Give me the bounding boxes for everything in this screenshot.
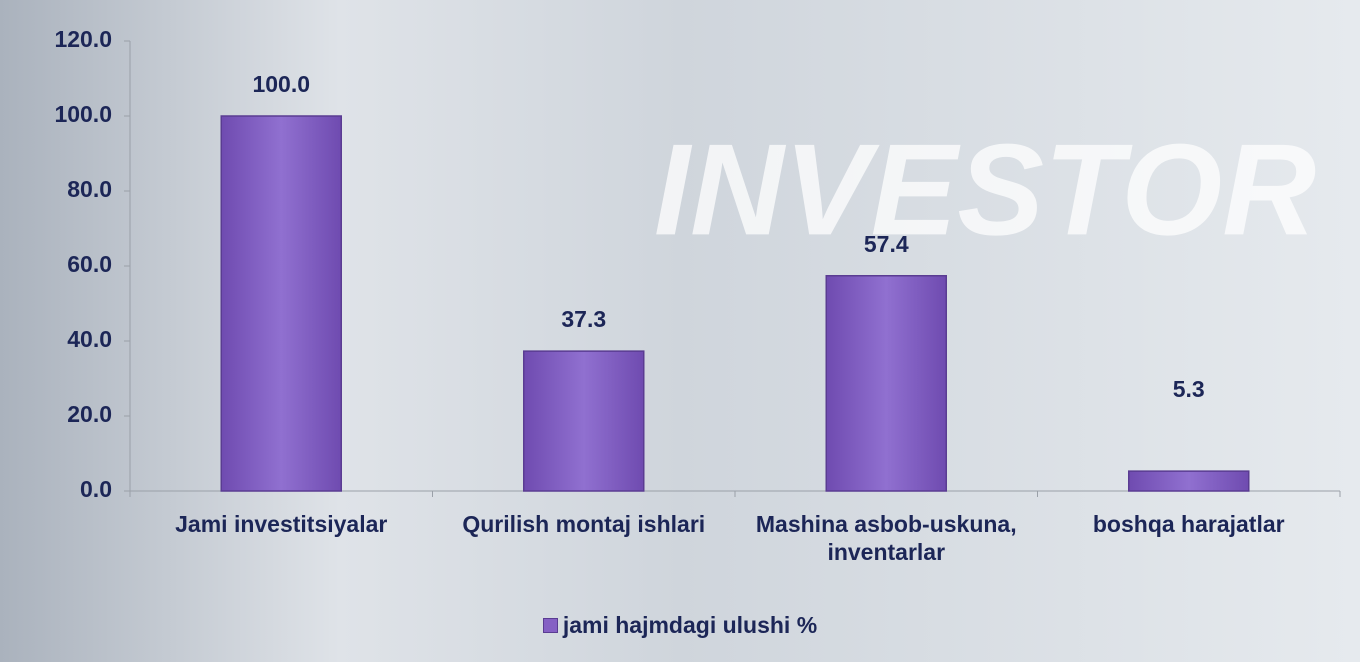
x-tick-label: Jami investitsiyalar — [175, 511, 388, 537]
y-tick-label: 80.0 — [67, 176, 112, 202]
value-label: 100.0 — [252, 71, 310, 97]
y-tick-label: 100.0 — [54, 101, 112, 127]
value-label: 5.3 — [1173, 376, 1205, 402]
x-tick-label: boshqa harajatlar — [1092, 511, 1285, 537]
background-text: INVESTOR — [654, 116, 1316, 262]
legend-swatch — [542, 618, 558, 633]
x-tick-label: Mashina asbob-uskuna, inventarlar — [755, 511, 1017, 565]
bar — [220, 115, 342, 492]
x-tick-label: Qurilish montaj ishlari — [462, 511, 706, 537]
bar — [825, 275, 947, 492]
value-label: 57.4 — [864, 231, 909, 257]
legend: jami hajmdagi ulushi % — [0, 612, 1360, 639]
bar — [523, 350, 645, 492]
bar — [1128, 470, 1250, 492]
y-tick-label: 20.0 — [67, 401, 112, 427]
y-tick-label: 60.0 — [67, 251, 112, 277]
legend-label: jami hajmdagi ulushi % — [562, 612, 818, 638]
y-tick-label: 0.0 — [80, 476, 112, 502]
value-label: 37.3 — [561, 306, 606, 332]
y-tick-label: 40.0 — [67, 326, 112, 352]
y-tick-label: 120.0 — [54, 26, 112, 52]
